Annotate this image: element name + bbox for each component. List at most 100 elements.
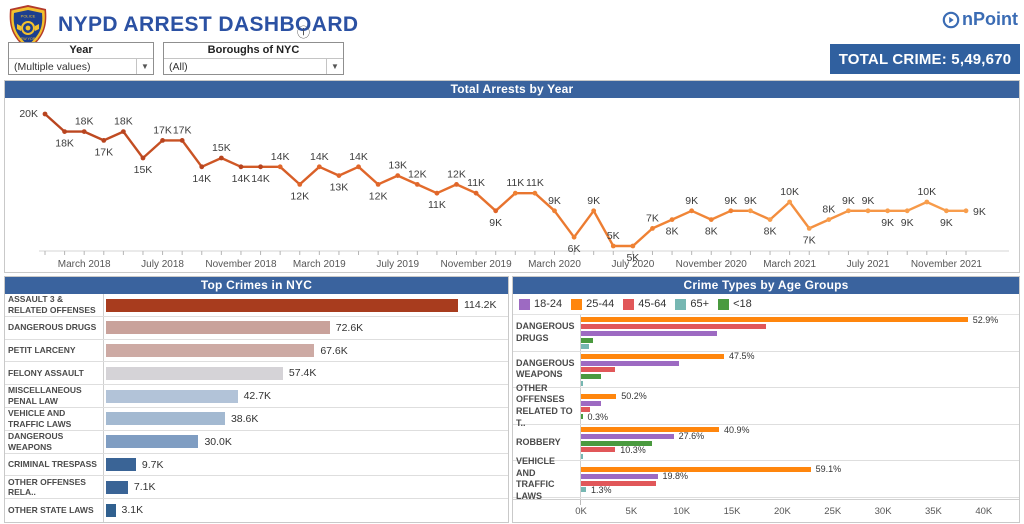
data-point-sep-2020[interactable] xyxy=(669,217,675,222)
data-point-jul-2021[interactable] xyxy=(865,208,871,214)
data-point-mar-2021[interactable] xyxy=(787,199,793,205)
data-point-jun-2020[interactable] xyxy=(610,243,616,249)
legend-item-25-44[interactable]: 25-44 xyxy=(571,298,614,310)
data-point-jan-2019[interactable] xyxy=(277,164,283,170)
age-bar-percent: 10.3% xyxy=(620,444,646,455)
data-point-may-2020[interactable] xyxy=(591,208,597,214)
age-bar-18-24[interactable] xyxy=(581,473,658,479)
data-point-apr-2020[interactable] xyxy=(571,234,577,240)
chevron-down-icon[interactable]: ▼ xyxy=(136,59,153,74)
age-bar-25-44[interactable] xyxy=(581,393,617,399)
data-point-jul-2020[interactable] xyxy=(630,243,636,249)
data-point-jun-2019[interactable] xyxy=(375,182,381,187)
legend-item-lt18[interactable]: <18 xyxy=(718,298,752,310)
age-bar-25-44[interactable] xyxy=(581,317,968,323)
data-point-nov-2018[interactable] xyxy=(238,164,244,170)
age-bar-18-24[interactable] xyxy=(581,433,674,439)
data-point-apr-2019[interactable] xyxy=(336,173,342,178)
data-point-may-2021[interactable] xyxy=(826,217,832,222)
data-point-oct-2020[interactable] xyxy=(689,208,695,214)
data-point-may-2018[interactable] xyxy=(120,129,126,134)
chevron-down-icon[interactable]: ▼ xyxy=(326,59,343,74)
age-bar-lt18[interactable] xyxy=(581,337,594,343)
age-bar-lt18[interactable] xyxy=(581,374,602,380)
age-bar-percent: 0.3% xyxy=(587,411,609,422)
data-point-apr-2021[interactable] xyxy=(806,226,812,231)
data-label: 13K xyxy=(388,160,407,172)
age-bar-25-44[interactable] xyxy=(581,353,724,359)
data-point-feb-2021[interactable] xyxy=(767,217,773,222)
age-bar-65plus[interactable] xyxy=(581,454,583,460)
age-bar-18-24[interactable] xyxy=(581,330,717,336)
age-bar-25-44[interactable] xyxy=(581,466,811,472)
data-point-sep-2018[interactable] xyxy=(199,164,205,170)
legend-item-18-24[interactable]: 18-24 xyxy=(519,298,562,310)
data-point-jun-2021[interactable] xyxy=(846,208,851,214)
age-bar-lt18[interactable] xyxy=(581,414,583,420)
data-point-feb-2018[interactable] xyxy=(62,129,67,134)
age-bar-45-64[interactable] xyxy=(581,480,656,486)
data-point-jan-2020[interactable] xyxy=(512,190,518,196)
data-point-may-2019[interactable] xyxy=(356,164,361,170)
age-bar-25-44[interactable] xyxy=(581,426,719,432)
crime-bar[interactable] xyxy=(106,389,238,403)
data-point-mar-2020[interactable] xyxy=(552,208,557,214)
data-point-feb-2020[interactable] xyxy=(532,190,538,196)
data-point-mar-2018[interactable] xyxy=(81,129,87,134)
data-point-jan-2018[interactable] xyxy=(42,111,48,117)
data-point-dec-2019[interactable] xyxy=(493,208,499,214)
data-point-jul-2019[interactable] xyxy=(395,173,401,178)
age-bar-18-24[interactable] xyxy=(581,360,679,366)
crime-bar-value: 42.7K xyxy=(243,390,272,403)
age-bar-45-64[interactable] xyxy=(581,324,767,329)
age-bar-45-64[interactable] xyxy=(581,447,616,453)
data-point-feb-2019[interactable] xyxy=(297,182,303,187)
data-point-oct-2021[interactable] xyxy=(924,199,930,205)
legend-item-65plus[interactable]: 65+ xyxy=(675,298,709,310)
x-axis-label: July 2019 xyxy=(376,259,419,270)
data-point-apr-2018[interactable] xyxy=(101,138,107,143)
crime-bar[interactable] xyxy=(106,480,128,494)
info-icon[interactable]: ⓘ xyxy=(297,25,311,40)
data-point-jan-2021[interactable] xyxy=(748,208,753,214)
data-point-nov-2020[interactable] xyxy=(708,217,714,222)
age-bar-45-64[interactable] xyxy=(581,367,616,373)
age-bar-18-24[interactable] xyxy=(581,400,602,406)
crime-bar[interactable] xyxy=(106,503,116,517)
crime-bar[interactable] xyxy=(106,366,283,380)
data-point-sep-2019[interactable] xyxy=(434,190,440,196)
crime-bar-value: 67.6K xyxy=(320,344,348,357)
data-point-oct-2018[interactable] xyxy=(218,155,224,161)
data-point-jul-2018[interactable] xyxy=(160,138,165,143)
crime-bar[interactable] xyxy=(106,458,136,472)
year-filter-dropdown[interactable]: (Multiple values) ▼ xyxy=(9,58,153,74)
data-point-jun-2018[interactable] xyxy=(140,155,146,161)
age-bar-65plus[interactable] xyxy=(581,380,583,386)
age-bar-lt18[interactable] xyxy=(581,440,653,446)
data-point-dec-2020[interactable] xyxy=(728,208,734,214)
age-bar-65plus[interactable] xyxy=(581,344,590,350)
age-bar-45-64[interactable] xyxy=(581,407,591,413)
data-point-nov-2021[interactable] xyxy=(944,208,949,214)
data-point-aug-2021[interactable] xyxy=(885,208,891,214)
data-point-aug-2018[interactable] xyxy=(179,138,185,143)
data-point-dec-2021[interactable] xyxy=(963,208,969,214)
crime-bar[interactable] xyxy=(106,321,330,335)
data-point-nov-2019[interactable] xyxy=(473,190,479,196)
data-point-aug-2019[interactable] xyxy=(414,182,420,187)
data-point-mar-2019[interactable] xyxy=(316,164,322,170)
data-point-sep-2021[interactable] xyxy=(904,208,910,214)
crime-bar[interactable] xyxy=(106,435,199,449)
data-point-aug-2020[interactable] xyxy=(650,226,655,231)
data-point-oct-2019[interactable] xyxy=(454,182,459,187)
borough-filter-dropdown[interactable]: (All) ▼ xyxy=(164,58,343,74)
legend-item-45-64[interactable]: 45-64 xyxy=(623,298,666,310)
legend-swatch xyxy=(623,298,635,310)
age-bar-65plus[interactable] xyxy=(581,487,587,493)
crime-bar[interactable] xyxy=(106,412,225,426)
x-axis-label: March 2018 xyxy=(58,259,111,270)
data-point-dec-2018[interactable] xyxy=(258,164,263,170)
crime-bar[interactable] xyxy=(106,298,458,312)
crime-bar[interactable] xyxy=(106,344,315,358)
crime-category-label: DANGEROUS WEAPONS xyxy=(5,430,104,453)
